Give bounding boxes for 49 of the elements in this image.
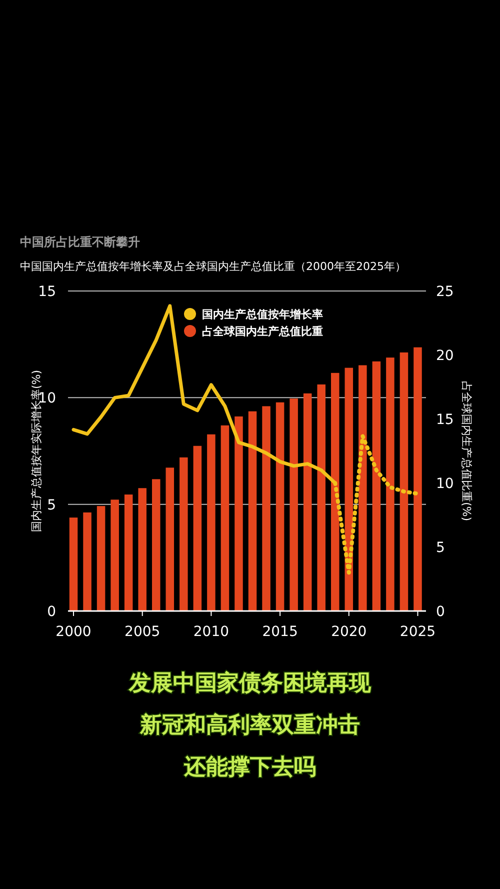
legend-label: 占全球国内生产总值比重 xyxy=(202,325,323,338)
bar xyxy=(400,352,408,611)
bar xyxy=(110,500,119,611)
y2-tick-label: 20 xyxy=(436,348,454,364)
y2-tick-label: 10 xyxy=(436,476,454,492)
y-tick-label: 15 xyxy=(38,284,56,300)
bar xyxy=(330,372,340,611)
bar xyxy=(303,393,312,611)
y-axis-title: 国内生产总值按年实际增长率(%) xyxy=(30,370,43,532)
y2-axis-title: 占全球国内生产总值比重(%) xyxy=(460,380,473,522)
chart-title: 中国所占比重不断攀升 xyxy=(20,235,140,249)
bar xyxy=(290,398,298,611)
bar xyxy=(317,384,326,611)
bar xyxy=(193,446,202,611)
text: 还能撑下去吗 xyxy=(183,755,316,780)
x-tick-label: 2000 xyxy=(56,624,92,640)
bar xyxy=(152,479,160,611)
bar xyxy=(386,358,394,611)
y-tick-label: 0 xyxy=(47,604,56,620)
bar xyxy=(372,361,381,611)
chart-subtitle: 中国国内生产总值按年增长率及占全球国内生产总值比重（2000年至2025年） xyxy=(20,260,406,273)
bar xyxy=(220,425,230,611)
x-tick-label: 2020 xyxy=(331,624,367,640)
bar xyxy=(166,468,174,611)
bar xyxy=(69,518,78,611)
y2-tick-label: 0 xyxy=(436,604,445,620)
bar xyxy=(124,494,133,611)
y2-tick-label: 15 xyxy=(436,412,454,428)
bar xyxy=(358,365,367,611)
y-tick-label: 5 xyxy=(47,497,56,514)
y2-tick-label: 25 xyxy=(436,284,454,300)
bar xyxy=(83,512,92,611)
legend-label: 国内生产总值按年增长率 xyxy=(202,308,323,321)
bar xyxy=(414,347,422,611)
bar xyxy=(262,406,270,611)
bar xyxy=(180,457,188,611)
x-tick-label: 2015 xyxy=(262,624,298,640)
x-tick-label: 2010 xyxy=(193,624,230,640)
bar xyxy=(207,434,216,611)
bar xyxy=(248,411,257,611)
bar xyxy=(138,488,146,611)
y2-tick-label: 5 xyxy=(436,540,445,556)
text: 新冠和高利率双重冲击 xyxy=(139,712,360,738)
text: 发展中国家债务困境再现 xyxy=(128,670,372,696)
x-tick-label: 2025 xyxy=(400,624,436,640)
bar xyxy=(96,506,106,611)
bar xyxy=(234,416,243,611)
x-tick-label: 2005 xyxy=(124,624,160,640)
bar xyxy=(276,402,284,611)
